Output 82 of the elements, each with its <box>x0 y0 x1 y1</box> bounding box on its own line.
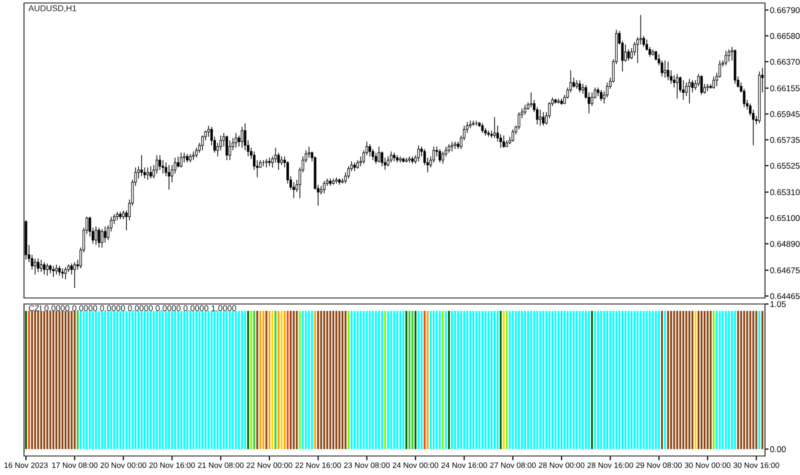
y-tick-label: 0.66155 <box>770 85 800 92</box>
candlestick <box>676 74 678 99</box>
y-tick-label: 0.65100 <box>770 215 800 222</box>
candlestick <box>180 152 182 168</box>
candlestick <box>70 263 73 275</box>
candlestick <box>582 83 584 94</box>
candlestick <box>94 226 98 246</box>
y-tick-label: 0.64675 <box>770 267 800 274</box>
candlestick <box>572 77 575 88</box>
candlestick <box>240 126 244 148</box>
candlestick <box>140 154 143 176</box>
candlestick <box>530 92 532 108</box>
candlestick <box>539 109 542 126</box>
candlestick <box>98 227 100 248</box>
candlestick <box>146 167 149 180</box>
candlestick <box>664 60 666 78</box>
candlestick <box>481 122 484 134</box>
candlestick <box>450 141 454 152</box>
candlestick <box>524 104 526 115</box>
candlestick <box>600 90 602 102</box>
chart-title: CZI 0.0000 0.0000 0.0000 0.0000 0.0000 0.0000 1.0000 <box>28 305 236 312</box>
candlestick <box>700 74 703 96</box>
candlestick <box>40 259 42 272</box>
candlestick <box>195 147 198 158</box>
candlestick <box>64 266 67 280</box>
candlestick <box>61 268 64 279</box>
y-tick-label: 1.05 <box>770 301 786 308</box>
candlestick <box>512 128 514 142</box>
candlestick <box>42 262 46 275</box>
candlestick <box>417 144 420 162</box>
candlestick <box>378 146 380 163</box>
y-tick-label: 0.00 <box>770 446 786 452</box>
y-tick-label: 0.64890 <box>770 240 800 247</box>
candlestick <box>542 112 545 126</box>
y-tick-label: 0.65945 <box>770 111 800 118</box>
candlestick <box>176 156 180 168</box>
y-tick-label: 0.66370 <box>770 58 800 65</box>
candlestick <box>624 44 627 62</box>
candlestick <box>226 135 228 160</box>
candlestick <box>490 130 493 138</box>
candlestick <box>104 226 106 243</box>
candlestick <box>322 180 326 194</box>
candlestick <box>728 48 730 62</box>
candlestick <box>149 166 152 179</box>
candlestick <box>666 61 670 81</box>
candlestick <box>234 132 238 148</box>
candlestick <box>34 258 36 275</box>
candlestick <box>578 80 582 93</box>
candlestick <box>36 258 40 272</box>
candlestick <box>390 151 392 163</box>
candlestick <box>502 135 506 148</box>
candlestick <box>55 264 58 275</box>
candlestick <box>438 148 442 163</box>
candlestick <box>73 262 76 288</box>
candlestick <box>493 116 496 138</box>
candlestick <box>724 50 728 66</box>
candlestick <box>368 144 372 157</box>
candlestick <box>627 48 630 61</box>
candlestick <box>168 164 170 190</box>
candlestick <box>277 152 280 170</box>
candlestick <box>156 154 158 174</box>
y-tick-label: 0.66790 <box>770 7 800 14</box>
y-tick-label: 0.65525 <box>770 162 800 169</box>
candlestick <box>228 140 232 160</box>
candlestick <box>158 154 162 170</box>
y-tick-label: 0.64465 <box>770 293 800 300</box>
candlestick <box>682 80 685 100</box>
candlestick <box>100 228 104 248</box>
candlestick <box>712 76 715 90</box>
candlestick <box>268 157 271 167</box>
y-tick-label: 0.65735 <box>770 137 800 143</box>
candlestick <box>374 152 378 164</box>
candlestick <box>265 158 268 168</box>
y-tick-label: 0.66580 <box>770 33 800 39</box>
candlestick <box>308 146 310 158</box>
candlestick <box>207 125 210 138</box>
candlestick <box>46 263 49 276</box>
chart-title: AUDUSD,H1 <box>28 5 76 12</box>
candlestick <box>58 266 61 276</box>
candlestick <box>672 74 676 88</box>
candlestick <box>688 78 691 104</box>
y-tick-label: 0.65310 <box>770 189 800 196</box>
